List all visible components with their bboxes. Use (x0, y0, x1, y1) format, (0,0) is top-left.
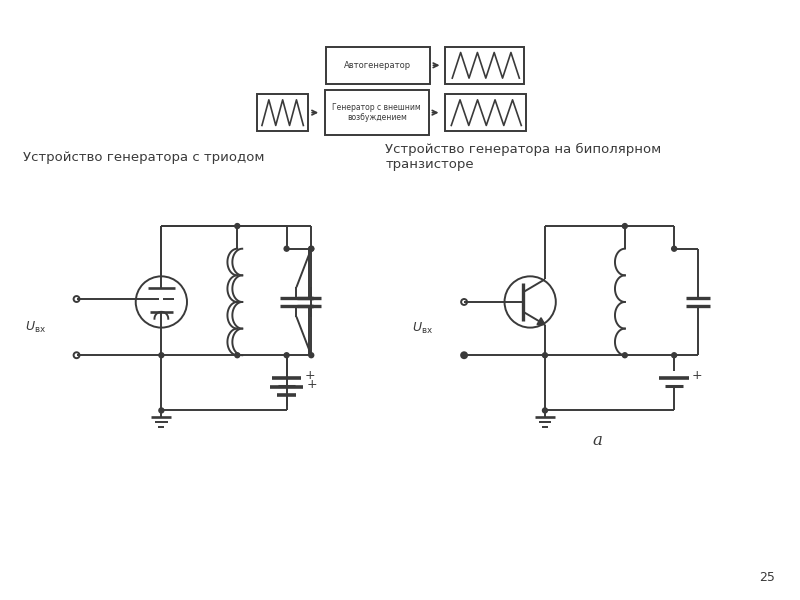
Circle shape (542, 408, 547, 413)
Circle shape (159, 353, 164, 358)
Text: +: + (304, 370, 315, 382)
Text: +: + (692, 370, 702, 382)
Bar (257, 94, 308, 131)
Bar (326, 47, 430, 84)
Circle shape (462, 353, 466, 358)
Bar (446, 47, 524, 84)
Bar (446, 94, 526, 131)
Circle shape (159, 408, 164, 413)
Circle shape (309, 246, 314, 251)
Polygon shape (537, 318, 545, 325)
Circle shape (235, 224, 240, 229)
Circle shape (284, 246, 289, 251)
Circle shape (672, 246, 677, 251)
Text: Устройство генератора с триодом: Устройство генератора с триодом (23, 151, 265, 164)
Text: +: + (306, 379, 317, 391)
Circle shape (309, 353, 314, 358)
Circle shape (542, 353, 547, 358)
Text: Генератор с внешним
возбуждением: Генератор с внешним возбуждением (333, 103, 422, 122)
Circle shape (309, 246, 314, 251)
Text: $U_{\rm вх}$: $U_{\rm вх}$ (412, 321, 433, 336)
Text: $U_{\rm вх}$: $U_{\rm вх}$ (26, 320, 46, 335)
Text: Автогенератор: Автогенератор (344, 61, 411, 70)
Circle shape (284, 353, 289, 358)
Text: Устройство генератора на биполярном
транзисторе: Устройство генератора на биполярном тран… (386, 143, 662, 171)
Circle shape (235, 353, 240, 358)
Text: 25: 25 (759, 571, 774, 584)
Bar (325, 90, 429, 136)
Text: а: а (592, 431, 602, 449)
Circle shape (622, 224, 627, 229)
Circle shape (622, 353, 627, 358)
Circle shape (672, 353, 677, 358)
